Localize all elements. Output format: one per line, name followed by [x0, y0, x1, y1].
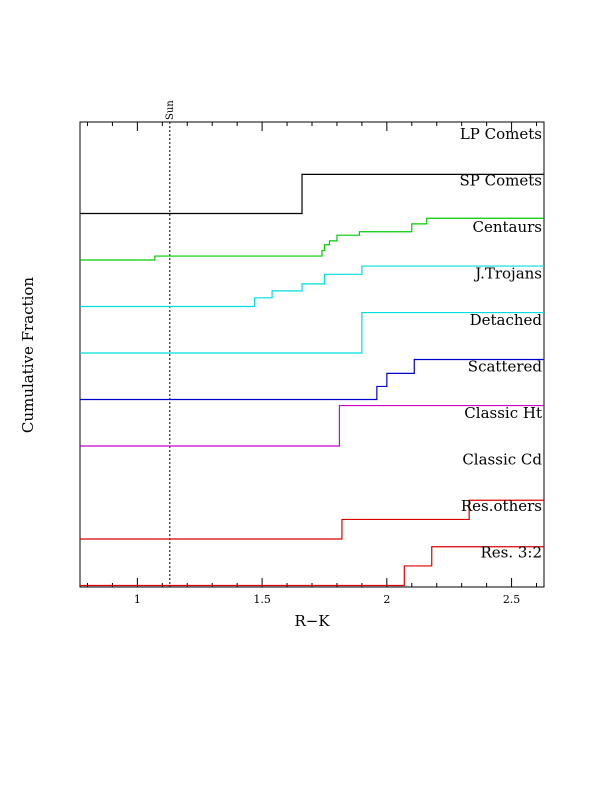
series-line-3: [80, 265, 544, 308]
series-label: Detached: [470, 311, 543, 329]
series-label: SP Comets: [460, 172, 542, 190]
series-label: Res. 3:2: [480, 544, 542, 562]
series-label: J.Trojans: [473, 265, 542, 283]
x-axis-label: R−K: [294, 612, 330, 630]
x-tick-label: 1.5: [253, 593, 271, 606]
series-label: Classic Cd: [462, 451, 542, 469]
sun-label: Sun: [165, 100, 176, 120]
series-line-1: [80, 173, 544, 215]
series-line-5: [80, 358, 544, 401]
series-label: LP Comets: [460, 125, 542, 143]
series-line-9: [80, 546, 544, 587]
series-lines: [80, 173, 544, 587]
series-line-4: [80, 311, 544, 354]
series-label: Scattered: [468, 358, 543, 376]
series-label: Classic Ht: [464, 404, 542, 422]
series-line-6: [80, 404, 544, 447]
x-tick-labels: 1 1.5 2 2.5: [134, 593, 520, 606]
series-label: Res.others: [461, 497, 542, 515]
series-label: Centaurs: [472, 218, 542, 236]
series-line-2: [80, 217, 544, 261]
series-line-8: [80, 499, 544, 540]
y-axis-label: Cumulative Fraction: [19, 277, 37, 433]
x-tick-label: 1: [134, 593, 141, 606]
x-tick-label: 2.5: [503, 593, 521, 606]
series-labels: LP Comets SP Comets Centaurs J.Trojans Detac…: [460, 125, 543, 562]
plot-frame: [79, 121, 545, 588]
x-tick-label: 2: [383, 593, 390, 606]
